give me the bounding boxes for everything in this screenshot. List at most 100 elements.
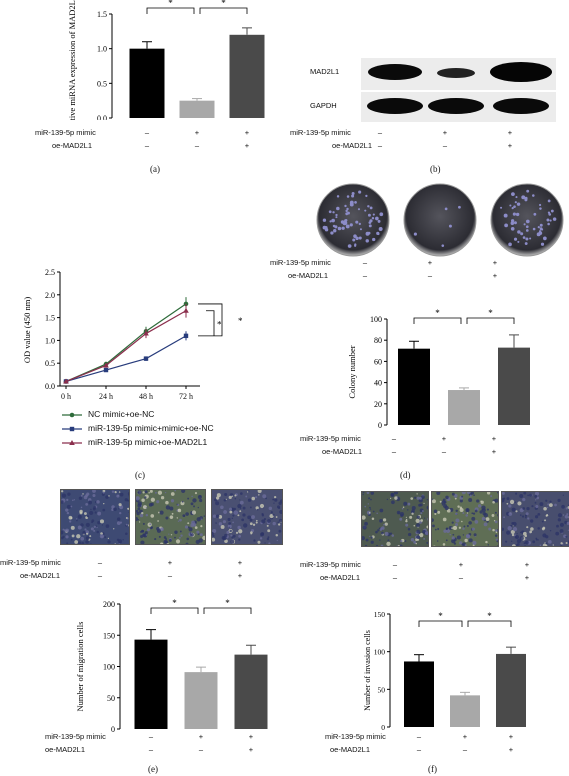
y-tick-label: 100 <box>103 663 115 672</box>
bar <box>184 672 218 729</box>
cell <box>70 505 73 508</box>
legend-marker <box>69 440 75 445</box>
legend-marker <box>69 426 75 432</box>
cell <box>89 535 92 538</box>
cell <box>212 531 214 536</box>
cell <box>456 535 461 540</box>
cell <box>165 500 169 505</box>
cell <box>256 508 259 511</box>
cell <box>229 510 233 514</box>
condition-sign: + <box>237 558 243 567</box>
cell <box>85 522 90 527</box>
cell <box>490 495 493 498</box>
cell <box>251 515 256 519</box>
bar <box>134 639 168 729</box>
cell <box>476 499 480 503</box>
cell <box>407 502 411 506</box>
cell <box>80 536 85 541</box>
panel-f-letter: (f) <box>428 764 437 774</box>
cell <box>149 490 153 493</box>
significance-star: * <box>487 611 492 621</box>
cell <box>526 507 530 511</box>
cell <box>228 495 232 500</box>
cell <box>411 512 414 515</box>
cell <box>545 535 549 539</box>
significance-bracket <box>413 317 462 324</box>
colony <box>372 237 376 242</box>
colony <box>523 223 526 226</box>
cell <box>511 507 516 512</box>
cell <box>534 499 537 501</box>
colony <box>364 209 367 212</box>
cell <box>420 519 424 522</box>
colony <box>513 205 516 208</box>
cell <box>261 512 264 516</box>
significance-star: * <box>488 308 493 318</box>
cell <box>411 509 415 513</box>
cell <box>529 493 533 497</box>
condition-row-label: oe-MAD2L1 <box>45 745 86 754</box>
cell <box>507 526 512 531</box>
cell <box>386 498 389 501</box>
cell <box>557 518 562 522</box>
cell <box>394 496 398 500</box>
cell <box>251 496 256 501</box>
cell <box>462 512 465 514</box>
cell <box>391 534 394 537</box>
cell <box>113 528 115 530</box>
cell <box>439 500 442 503</box>
colony <box>345 212 349 216</box>
cell <box>497 492 498 494</box>
cell <box>523 492 527 495</box>
colony <box>540 242 545 246</box>
cell <box>102 508 106 512</box>
cell <box>61 530 64 535</box>
cell <box>144 490 148 494</box>
cell <box>407 527 411 531</box>
cell <box>241 518 245 522</box>
cell <box>562 494 564 496</box>
cell <box>263 517 267 521</box>
cell <box>401 507 404 510</box>
cell <box>471 527 475 531</box>
cell <box>423 537 426 540</box>
cell <box>519 494 524 498</box>
colony <box>517 240 520 243</box>
blot-image <box>361 58 556 122</box>
colony <box>500 206 503 209</box>
cell <box>481 516 486 521</box>
migration-image-1 <box>60 489 130 545</box>
cell <box>230 539 235 544</box>
cell <box>145 513 149 517</box>
cell <box>224 492 228 497</box>
cell <box>516 539 521 544</box>
significance-star: * <box>168 0 173 8</box>
cell <box>141 511 144 515</box>
condition-sign: – <box>362 271 368 280</box>
cell <box>119 511 122 515</box>
cell <box>405 523 409 527</box>
cell <box>247 515 252 520</box>
cell <box>252 523 256 526</box>
cell <box>212 534 215 538</box>
cell <box>367 503 369 505</box>
cell <box>150 514 155 518</box>
cell <box>200 525 203 528</box>
colony <box>345 209 348 213</box>
cell <box>61 490 64 493</box>
cell <box>511 533 515 537</box>
data-point <box>143 356 149 361</box>
cell <box>223 498 227 502</box>
cell <box>409 515 413 519</box>
cell <box>230 534 233 537</box>
y-tick-label: 0 <box>378 421 382 430</box>
cell <box>198 538 203 543</box>
cell <box>372 510 375 513</box>
cell <box>405 519 408 523</box>
cell <box>565 507 568 510</box>
cell <box>148 491 150 494</box>
cell <box>74 540 79 544</box>
condition-sign: + <box>492 258 498 267</box>
panel-c-letter: (c) <box>135 470 145 480</box>
cell <box>174 530 178 534</box>
